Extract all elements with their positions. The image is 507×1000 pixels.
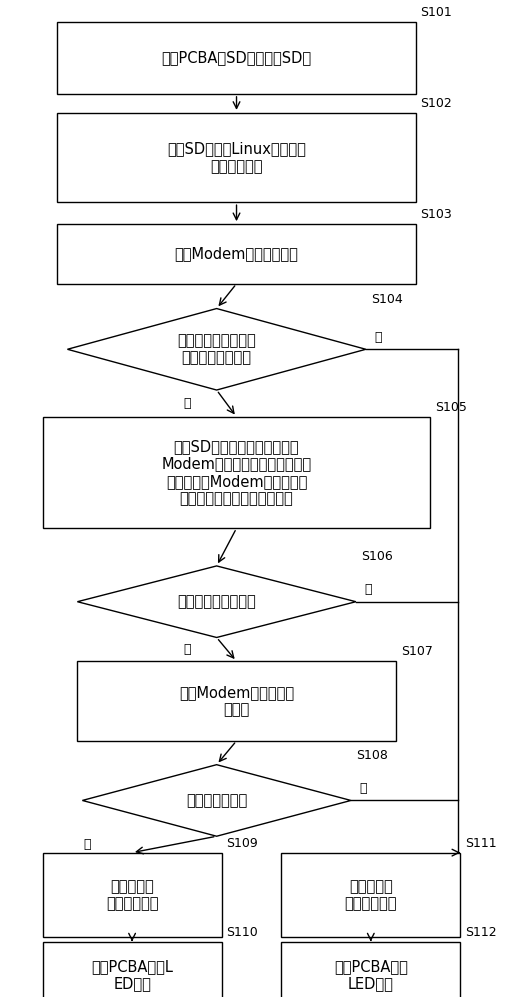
- Text: 拨号是否成功？: 拨号是否成功？: [186, 793, 247, 808]
- Text: S112: S112: [465, 926, 497, 939]
- Text: 驱动PCBA上的
LED闪烁: 驱动PCBA上的 LED闪烁: [334, 959, 408, 992]
- FancyBboxPatch shape: [281, 942, 460, 1000]
- Text: 是: 是: [84, 838, 91, 851]
- Text: 扫描PCBA上SD接口中的SD卡: 扫描PCBA上SD接口中的SD卡: [161, 51, 312, 66]
- Text: 是: 是: [183, 643, 191, 656]
- Text: 驱动PCBA上的L
ED常亮: 驱动PCBA上的L ED常亮: [91, 959, 173, 992]
- Text: 测试结果异
常，结束测试: 测试结果异 常，结束测试: [345, 879, 397, 911]
- Polygon shape: [67, 309, 366, 390]
- Text: 在预设超时时间内返
回了模块型号信息: 在预设超时时间内返 回了模块型号信息: [177, 333, 256, 365]
- FancyBboxPatch shape: [281, 853, 460, 937]
- FancyBboxPatch shape: [57, 113, 416, 202]
- Text: S109: S109: [227, 837, 259, 850]
- FancyBboxPatch shape: [78, 661, 395, 741]
- Text: 否: 否: [375, 331, 382, 344]
- FancyBboxPatch shape: [43, 942, 222, 1000]
- Text: 读取SD卡中预存的驱动并根据
Modem模块型号信息加载相应的
驱动，配置Modem模块的网络
接口，检测网络接口启动状态: 读取SD卡中预存的驱动并根据 Modem模块型号信息加载相应的 驱动，配置Mod…: [161, 439, 312, 506]
- Text: S102: S102: [420, 97, 452, 110]
- Text: S110: S110: [227, 926, 259, 939]
- Text: 是: 是: [183, 397, 191, 410]
- FancyBboxPatch shape: [57, 22, 416, 94]
- Text: S108: S108: [356, 749, 388, 762]
- Text: S107: S107: [401, 645, 432, 658]
- Text: S106: S106: [361, 550, 392, 563]
- Polygon shape: [82, 765, 351, 836]
- Text: 网络接口启动正常？: 网络接口启动正常？: [177, 594, 256, 609]
- Text: S111: S111: [465, 837, 497, 850]
- FancyBboxPatch shape: [43, 853, 222, 937]
- FancyBboxPatch shape: [43, 417, 430, 528]
- Text: S103: S103: [420, 208, 452, 221]
- Text: 否: 否: [359, 782, 367, 795]
- Text: S104: S104: [371, 293, 403, 306]
- Text: S105: S105: [436, 401, 467, 414]
- Text: 否: 否: [365, 583, 372, 596]
- Text: 测试结果正
常，结束测试: 测试结果正 常，结束测试: [106, 879, 158, 911]
- Polygon shape: [78, 566, 356, 637]
- Text: 使用Modem模块进行拨
号连接: 使用Modem模块进行拨 号连接: [179, 685, 294, 717]
- FancyBboxPatch shape: [57, 224, 416, 284]
- Text: 获取Modem模块型号信息: 获取Modem模块型号信息: [174, 246, 299, 261]
- Text: S101: S101: [420, 6, 452, 19]
- Text: 加载SD卡中的Linux内核和最
小根文件系统: 加载SD卡中的Linux内核和最 小根文件系统: [167, 141, 306, 174]
